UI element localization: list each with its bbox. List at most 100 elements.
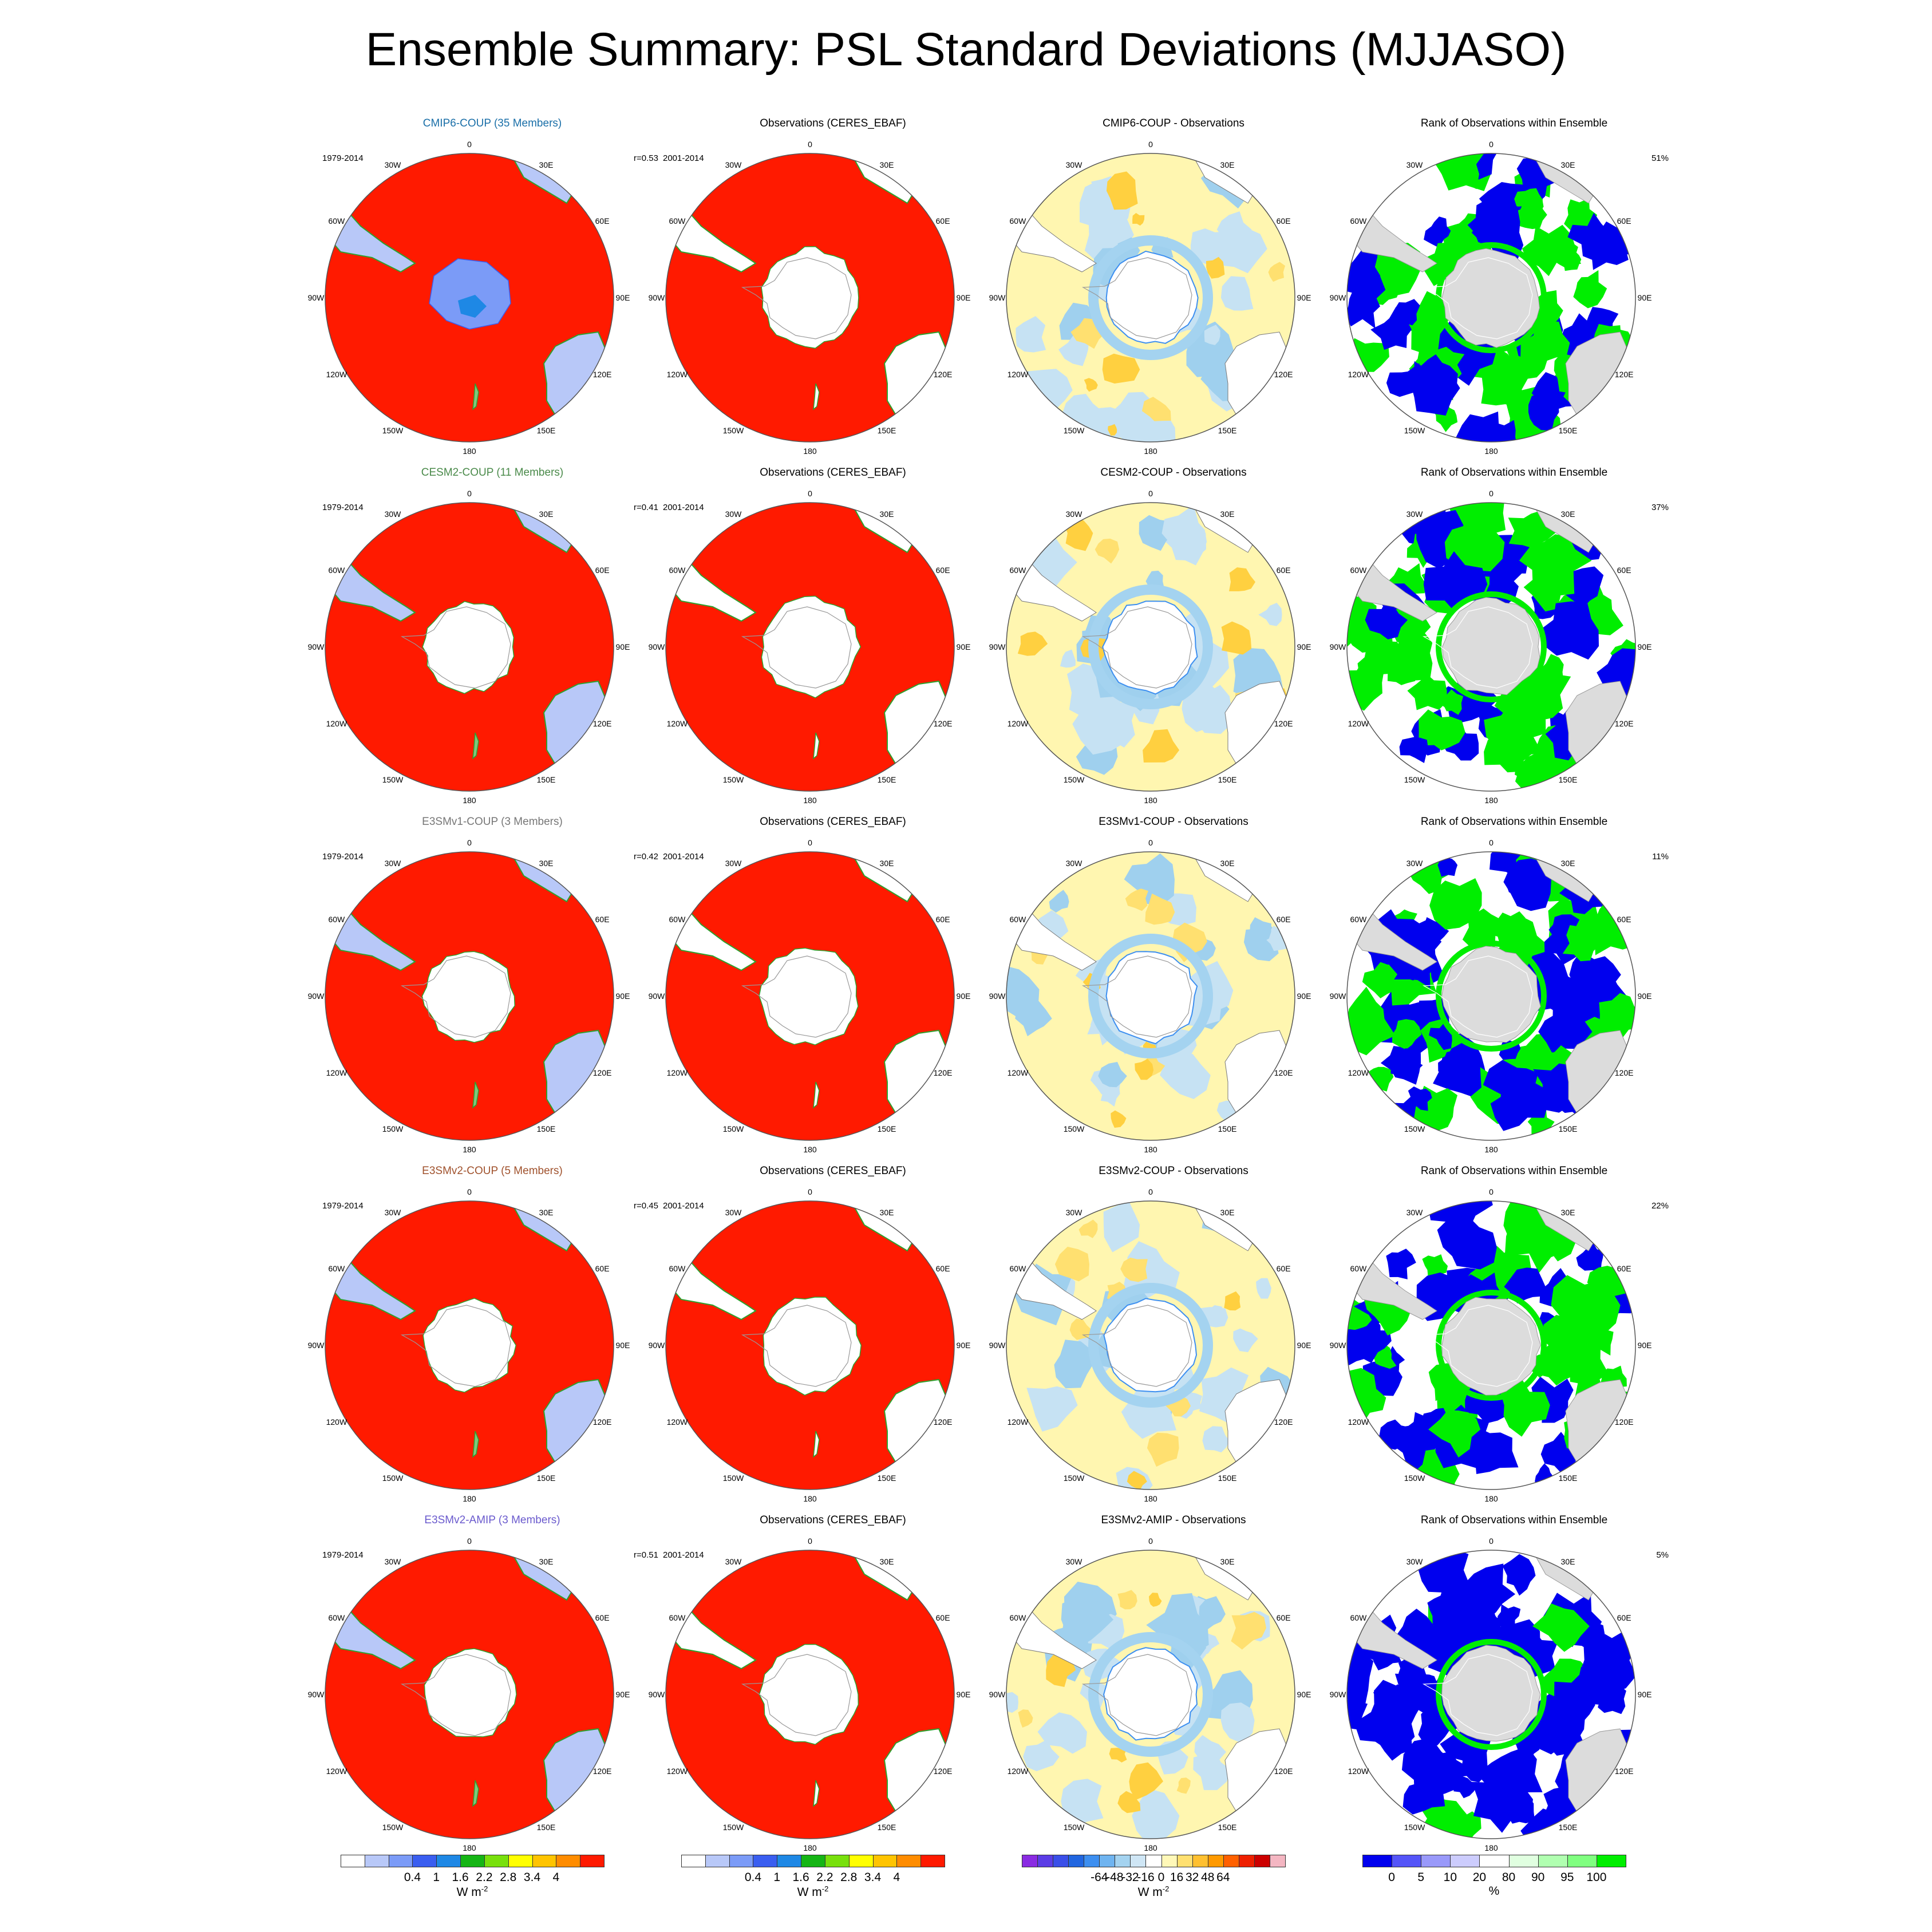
longitude-label: 30E (539, 858, 554, 868)
longitude-label: 150E (877, 1124, 896, 1134)
longitude-label: 150W (1404, 426, 1425, 436)
longitude-label: 180 (1484, 1145, 1498, 1154)
obs-panel: 0 30E 60E 90E 120E 150E 180 150W 120W 90W 60W 30W Ob… (649, 467, 1005, 805)
sea-ice-region (762, 1297, 862, 1396)
rank-low-patch (1424, 216, 1451, 248)
colorbar-tick-label: 3.4 (523, 1871, 541, 1884)
sea-ice-region (1103, 1298, 1198, 1393)
rank-colorbar: 0 5 10 20 80 90 95 100% (1362, 1855, 1626, 1906)
colorbar-box (753, 1855, 778, 1867)
longitude-label: 150E (1218, 426, 1237, 436)
longitude-label: 90W (989, 293, 1006, 302)
period-label: 2001-2014 (663, 503, 704, 512)
colorbar-box (1161, 1855, 1178, 1867)
diff-negative-patch (1054, 1340, 1093, 1389)
diff-negative-patch (1124, 853, 1175, 907)
colorbar-box (1115, 1855, 1131, 1867)
difference-title: CMIP6-COUP - Observations (1103, 117, 1244, 129)
rank-low-patch (1564, 968, 1629, 1025)
colorbar-box (388, 1855, 413, 1867)
rank-low-patch (1386, 1249, 1416, 1279)
longitude-label: 30E (1560, 509, 1575, 519)
diff-negative-patch (1250, 917, 1271, 943)
diff-negative-patch (1049, 890, 1069, 913)
map-field (1347, 153, 1635, 442)
longitude-label: 120W (666, 370, 688, 379)
rank-percent-label: 51% (1651, 153, 1669, 163)
rank-low-patch (1401, 1737, 1464, 1799)
longitude-label: 180 (1144, 1843, 1157, 1852)
colorbar-box (1238, 1855, 1255, 1867)
longitude-label: 60W (669, 1613, 686, 1622)
model-title: E3SMv2-COUP (5 Members) (422, 1165, 563, 1177)
map-boundary (1346, 1550, 1636, 1839)
antarctica-land (1441, 1645, 1541, 1742)
longitude-label: 60W (1350, 1264, 1367, 1273)
longitude-label: 30E (1560, 1207, 1575, 1217)
diff-negative-patch (1006, 1692, 1018, 1713)
longitude-label: 90W (648, 1690, 665, 1699)
colorbar-box (532, 1855, 557, 1867)
rank-high-patch (1422, 1254, 1448, 1277)
longitude-label: 180 (463, 1494, 476, 1503)
rank-high-patch (1562, 925, 1602, 962)
diff-negative-patch (1199, 1596, 1226, 1631)
longitude-label: 150E (1558, 775, 1578, 785)
longitude-label: 30W (1065, 160, 1082, 169)
longitude-label: 60W (669, 216, 686, 226)
longitude-label: 180 (463, 796, 476, 805)
longitude-label: 60E (1276, 915, 1291, 924)
longitude-label: 150E (877, 426, 896, 436)
diff-positive-patch (1231, 1611, 1266, 1650)
longitude-label: 150W (722, 1473, 744, 1483)
rank-high-patch (1522, 224, 1576, 276)
colorbar-units: % (1362, 1884, 1626, 1898)
colorbar-tick-label: 10 (1443, 1871, 1457, 1884)
longitude-label: 60E (1276, 566, 1291, 575)
period-label: 1979-2014 (322, 852, 364, 862)
model-title: CESM2-COUP (11 Members) (421, 467, 564, 479)
diff-positive-patch (1224, 1291, 1241, 1311)
antarctica-outline (1422, 606, 1533, 689)
map-field (666, 503, 954, 791)
obs-map (665, 1550, 955, 1839)
longitude-label: 90E (956, 293, 971, 302)
antarctica-land (1441, 946, 1541, 1043)
model-title: E3SMv2-AMIP (3 Members) (424, 1514, 560, 1526)
period-label: 2001-2014 (663, 852, 704, 862)
diff-panel: 0 30E 60E 90E 120E 150E 180 150W 120W 90W 60W 30W CE… (989, 467, 1345, 805)
antarctica-outline (1422, 955, 1533, 1038)
longitude-label: 120E (1614, 719, 1634, 728)
diff-positive-patch (1135, 1058, 1154, 1080)
map-field (1347, 852, 1635, 1140)
longitude-label: 180 (803, 796, 817, 805)
longitude-label: 150E (1218, 775, 1237, 785)
longitude-label: 30E (879, 1556, 894, 1566)
colorbar-box (1068, 1855, 1085, 1867)
rank-percent-label: 37% (1651, 503, 1669, 512)
rank-high-patch (1392, 1019, 1422, 1050)
longitude-label: 150W (1404, 1124, 1425, 1134)
rank-low-patch (1504, 1267, 1546, 1303)
longitude-label: 150E (536, 775, 556, 785)
colorbar-tick-label: 64 (1216, 1871, 1230, 1884)
colorbar-box (1192, 1855, 1208, 1867)
diff-negative-patch (1233, 1328, 1258, 1353)
rank-high-patch (1369, 641, 1409, 675)
longitude-label: 120E (1274, 1068, 1293, 1077)
longitude-label: 120E (933, 370, 953, 379)
std-map (325, 153, 614, 442)
units-text: W m (1137, 1886, 1163, 1899)
obs-panel: 0 30E 60E 90E 120E 150E 180 150W 120W 90W 60W 30W Ob… (649, 117, 1005, 456)
longitude-label: 30E (879, 160, 894, 169)
longitude-label: 60E (1617, 1264, 1631, 1273)
longitude-label: 30E (1220, 858, 1235, 868)
colorbar-box (412, 1855, 437, 1867)
longitude-label: 90W (648, 642, 665, 651)
antarctica-outline (1081, 1654, 1192, 1736)
sea-ice-region (761, 595, 862, 698)
colorbar-box (1145, 1855, 1162, 1867)
colorbar-tick-label: 2.8 (840, 1871, 858, 1884)
colorbar-tick-label: 2.8 (500, 1871, 517, 1884)
colorbar-box (556, 1855, 581, 1867)
